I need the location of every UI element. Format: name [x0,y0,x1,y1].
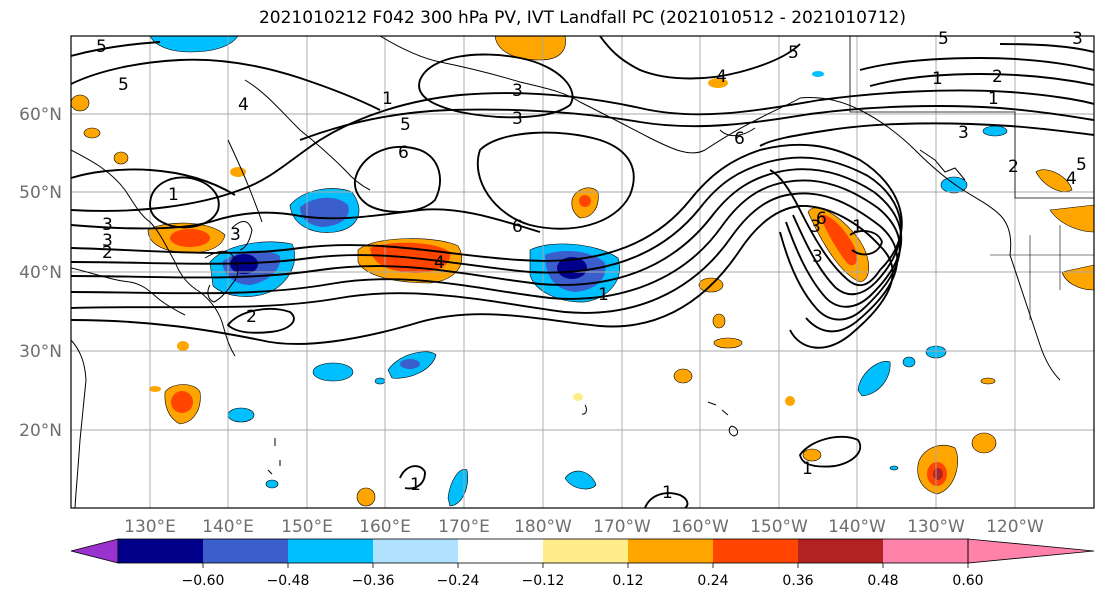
contour-label: 3 [1072,29,1083,49]
positive-anomaly [820,214,858,266]
contour-label: 2 [1008,157,1019,177]
negative-anomaly [564,470,597,490]
contour-label: 6 [816,209,827,229]
longitude-labels: 130°E 140°E 150°E 160°E 170°E 180°W 170°… [124,517,1044,537]
contour-label: 4 [1066,169,1077,189]
negative-anomaly [400,359,420,369]
lat-label: 60°N [19,105,62,125]
colorbar-extend-low [70,538,119,564]
lon-label: 180°W [514,517,572,537]
contour-label: 5 [96,37,107,57]
negative-anomaly [227,407,255,423]
contour-label: 5 [400,115,411,135]
contour-labels: 5 5 4 3 3 3 1 6 5 6 5 4 3 1 3 5 3 2 3 2 … [96,29,1087,503]
lat-label: 30°N [19,342,62,362]
colorbar-bin [798,539,883,563]
contour-label: 1 [410,475,421,495]
contour-label: 3 [102,215,113,235]
contour-label: 5 [788,43,799,63]
contour-label: 1 [932,69,943,89]
lon-label: 130°W [907,517,965,537]
colorbar-tick-label: −0.60 [182,573,225,589]
contour-label: 5 [938,29,949,49]
colorbar-bin [883,539,968,563]
contour-label: 1 [168,185,179,205]
colorbar-bin [288,539,373,563]
colorbar-tick-label: −0.36 [352,573,395,589]
contour-label: 2 [102,243,113,263]
contour-label: 4 [716,67,727,87]
contour-label: 4 [238,95,249,115]
negative-anomaly [857,361,891,397]
negative-anomaly [312,362,354,382]
contour-label: 3 [102,231,113,251]
lon-label: 160°E [359,517,411,537]
lon-label: 150°E [281,517,333,537]
contour-label: 2 [246,307,257,327]
negative-anomaly [447,469,468,507]
contour-label: 6 [734,129,745,149]
lon-label: 120°W [986,517,1044,537]
contour-label: 1 [802,459,813,479]
lat-label: 20°N [19,421,62,441]
positive-anomaly [494,36,566,61]
map-frame [70,35,1095,509]
map-title: 2021010212 F042 300 hPa PV, IVT Landfall… [258,8,906,28]
contour-label: 3 [812,247,823,267]
colorbar-bin [203,539,288,563]
contour-label: 3 [810,217,821,237]
negative-anomaly [300,197,349,227]
lon-label: 160°W [671,517,729,537]
lat-label: 50°N [19,183,62,203]
colorbar-tick-label: −0.12 [522,573,565,589]
colorbar-bin [118,539,203,563]
negative-anomaly [557,257,587,279]
contour-label: 5 [118,75,129,95]
latitude-labels: 60°N 50°N 40°N 30°N 20°N [19,105,62,441]
colorbar-tick-label: 0.36 [782,573,813,589]
colorbar-tick-label: −0.48 [267,573,310,589]
colorbar: −0.60 −0.48 −0.36 −0.24 −0.12 0.12 0.24 … [70,538,1095,589]
colorbar-bin [543,539,628,563]
lat-label: 40°N [19,263,62,283]
colorbar-bin [458,539,543,563]
colorbar-bin [373,539,458,563]
colorbar-tick-label: −0.24 [437,573,480,589]
contour-label: 3 [230,225,241,245]
lon-label: 130°E [124,517,176,537]
colorbar-extend-high [967,538,1095,564]
contour-label: 6 [398,143,409,163]
colorbar-bin [713,539,798,563]
contour-label: 1 [988,89,999,109]
colorbar-tick-label: 0.24 [697,573,728,589]
lon-label: 150°W [750,517,808,537]
lon-label: 140°W [828,517,886,537]
contour-label: 1 [598,285,609,305]
height-contours [71,36,1094,508]
colorbar-tick-label: 0.12 [612,573,643,589]
lon-label: 170°E [438,517,490,537]
contour-label: 3 [512,109,523,129]
positive-anomaly [170,229,210,247]
colorbar-tick-label: 0.60 [952,573,983,589]
contour-label: 3 [958,123,969,143]
contour-label: 2 [992,67,1003,87]
contour-label: 1 [852,217,863,237]
island-coastlines [267,401,739,475]
contour-label: 1 [382,89,393,109]
positive-anomaly [1049,204,1094,233]
lon-label: 170°W [593,517,651,537]
contour-label: 5 [1076,155,1087,175]
contour-label: 4 [434,253,445,273]
contour-label: 1 [662,483,673,503]
colorbar-tick-label: 0.48 [867,573,898,589]
negative-anomaly [149,36,239,53]
contour-label: 3 [512,81,523,101]
lon-label: 140°E [202,517,254,537]
colorbar-bin [628,539,713,563]
contour-label: 6 [512,217,523,237]
